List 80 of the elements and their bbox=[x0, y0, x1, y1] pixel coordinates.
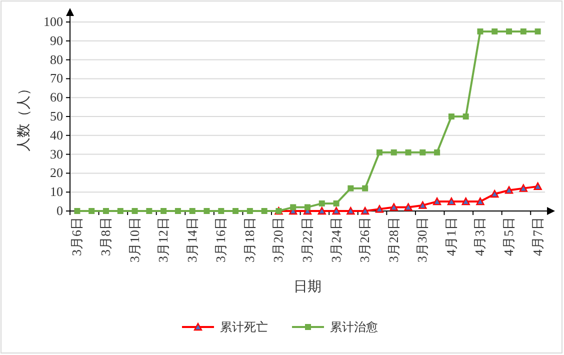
point bbox=[390, 149, 397, 156]
point bbox=[348, 185, 354, 192]
x-tick-label: 3月20日 bbox=[270, 217, 286, 262]
x-tick-label: 3月8日 bbox=[98, 217, 113, 256]
point bbox=[362, 185, 368, 192]
x-tick-label: 4月3日 bbox=[472, 217, 488, 256]
point bbox=[218, 208, 224, 214]
y-tick-label: 20 bbox=[50, 165, 63, 180]
point bbox=[420, 149, 426, 156]
point bbox=[390, 203, 398, 211]
x-tick-label: 3月22日 bbox=[300, 217, 314, 262]
point bbox=[102, 208, 109, 214]
point bbox=[462, 114, 469, 120]
y-tick-label: 60 bbox=[50, 90, 63, 105]
point bbox=[333, 200, 340, 206]
point bbox=[318, 206, 326, 215]
point bbox=[88, 208, 95, 214]
x-tick-label: 3月26日 bbox=[357, 217, 372, 262]
point bbox=[360, 206, 370, 215]
point bbox=[492, 28, 498, 34]
point bbox=[261, 208, 268, 214]
point bbox=[490, 190, 499, 198]
legend-label: 累计治愈 bbox=[330, 320, 378, 334]
x-tick-label: 3月14日 bbox=[184, 217, 200, 262]
point bbox=[146, 208, 152, 214]
y-tick-label: 10 bbox=[50, 184, 63, 200]
point bbox=[290, 204, 296, 210]
point bbox=[418, 201, 427, 209]
point bbox=[376, 149, 382, 156]
point bbox=[232, 208, 239, 214]
point bbox=[477, 28, 484, 34]
y-tick-label: 50 bbox=[50, 108, 63, 124]
y-axis-title: 人数（人） bbox=[16, 82, 32, 152]
point bbox=[346, 206, 355, 215]
y-tick-label: 90 bbox=[50, 32, 63, 48]
x-tick-label: 3月10日 bbox=[126, 217, 142, 262]
point bbox=[160, 208, 167, 214]
point bbox=[189, 208, 196, 214]
y-tick-label: 40 bbox=[50, 127, 63, 142]
x-tick-label: 3月24日 bbox=[328, 217, 344, 262]
point bbox=[204, 208, 210, 214]
point bbox=[432, 197, 442, 206]
x-tick-label: 3月12日 bbox=[156, 217, 171, 262]
point bbox=[318, 200, 325, 206]
point bbox=[246, 208, 253, 214]
legend-label: 累计死亡 bbox=[220, 320, 268, 334]
y-tick-label: 0 bbox=[56, 203, 63, 218]
point bbox=[462, 197, 470, 206]
x-tick-label: 3月18日 bbox=[242, 217, 257, 262]
y-tick-label: 100 bbox=[44, 14, 63, 29]
point bbox=[332, 206, 340, 215]
x-tick-label: 3月28日 bbox=[386, 217, 401, 262]
point bbox=[506, 28, 512, 34]
point bbox=[304, 204, 310, 210]
x-tick-label: 3月30日 bbox=[414, 217, 430, 262]
point bbox=[375, 205, 384, 213]
point bbox=[404, 203, 412, 211]
point bbox=[447, 197, 456, 206]
x-tick-label: 3月16日 bbox=[213, 217, 228, 262]
point bbox=[476, 197, 484, 206]
point bbox=[520, 28, 526, 34]
point bbox=[174, 208, 181, 214]
point bbox=[74, 208, 80, 214]
point bbox=[132, 208, 138, 214]
y-tick-label: 80 bbox=[50, 52, 63, 67]
point bbox=[434, 149, 440, 156]
point bbox=[519, 184, 528, 192]
point bbox=[504, 186, 514, 194]
x-axis-title: 日期 bbox=[294, 279, 322, 295]
point bbox=[448, 114, 454, 120]
point bbox=[405, 149, 412, 156]
y-tick-label: 70 bbox=[50, 70, 63, 86]
x-tick-label: 4月7日 bbox=[530, 217, 545, 256]
y-tick-label: 30 bbox=[50, 146, 63, 162]
x-tick-label: 4月1日 bbox=[443, 217, 458, 256]
x-tick-label: 4月5日 bbox=[501, 217, 516, 256]
point bbox=[534, 182, 542, 190]
x-tick-label: 3月6日 bbox=[69, 217, 84, 256]
point bbox=[534, 28, 541, 34]
point bbox=[117, 208, 124, 214]
